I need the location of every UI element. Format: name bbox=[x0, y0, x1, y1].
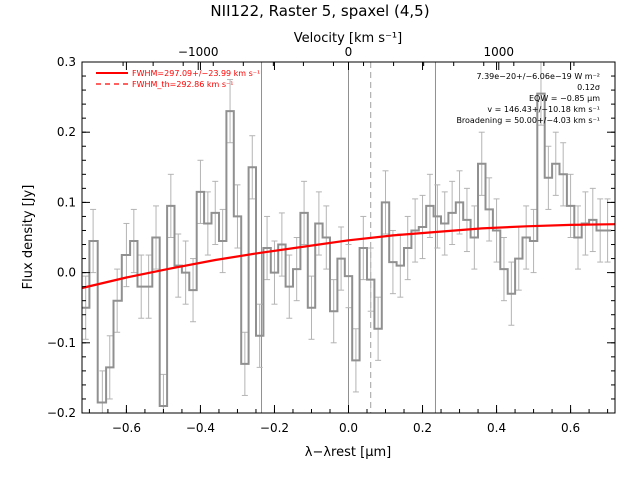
legend-label-0: FWHM=297.09+/−23.99 km s⁻¹ bbox=[132, 69, 260, 78]
top-x-axis-label: Velocity [km s⁻¹] bbox=[294, 31, 402, 46]
x-tick-label-5: 0.4 bbox=[487, 421, 506, 435]
x-tick-label-1: −0.4 bbox=[186, 421, 215, 435]
y-tick-label-5: 0.3 bbox=[57, 55, 76, 69]
annotation-1: 0.12σ bbox=[577, 83, 600, 92]
y-tick-label-0: −0.2 bbox=[47, 406, 76, 420]
x-tick-label-0: −0.6 bbox=[112, 421, 141, 435]
chart-title: NII122, Raster 5, spaxel (4,5) bbox=[210, 2, 429, 20]
annotation-3: v = 146.43+/−10.18 km s⁻¹ bbox=[487, 105, 600, 114]
x-tick-label-4: 0.2 bbox=[413, 421, 432, 435]
spectrum-step-line bbox=[82, 92, 612, 407]
legend-label-1: FWHM_th=292.86 km s⁻¹ bbox=[132, 80, 233, 89]
x-axis-label: λ−λrest [μm] bbox=[305, 445, 391, 460]
y-axis-label: Flux density [Jy] bbox=[21, 185, 36, 290]
x-tick-label-3: 0.0 bbox=[339, 421, 358, 435]
y-tick-label-3: 0.1 bbox=[57, 195, 76, 209]
top-tick-label-2: 1000 bbox=[484, 45, 515, 59]
x-tick-label-2: −0.2 bbox=[260, 421, 289, 435]
annotation-2: EQW = −0.85 μm bbox=[529, 94, 600, 103]
top-tick-label-0: −1000 bbox=[178, 45, 219, 59]
annotation-4: Broadening = 50.00+/−4.03 km s⁻¹ bbox=[456, 116, 600, 125]
top-tick-label-1: 0 bbox=[345, 45, 353, 59]
y-tick-label-4: 0.2 bbox=[57, 125, 76, 139]
fit-curve bbox=[81, 223, 616, 290]
y-tick-label-1: −0.1 bbox=[47, 336, 76, 350]
y-tick-label-2: 0.0 bbox=[57, 266, 76, 280]
x-tick-label-6: 0.6 bbox=[561, 421, 580, 435]
annotation-0: 7.39e−20+/−6.06e−19 W m⁻² bbox=[476, 72, 600, 81]
